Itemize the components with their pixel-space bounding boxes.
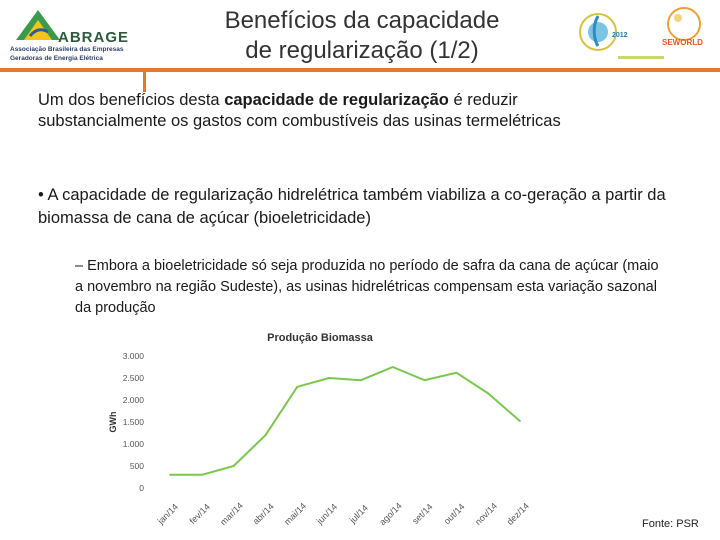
page-title: Benefícios da capacidade de regularizaçã… (182, 6, 542, 66)
logo-name: ABRAGE (58, 29, 130, 46)
data-point (169, 474, 171, 476)
x-tick-label: jan/14 (155, 502, 180, 527)
header-accent-bar (143, 72, 146, 92)
y-tick-label: 0 (139, 483, 144, 493)
y-tick-label: 1.500 (123, 417, 145, 427)
x-tick-label: dez/14 (505, 501, 531, 527)
logo-subtitle-line1: Associação Brasileira das Empresas (10, 46, 124, 53)
data-point (519, 420, 521, 422)
abrage-logo-mark (16, 10, 60, 40)
data-point (201, 474, 203, 476)
y-tick-label: 500 (130, 461, 144, 471)
y-tick-label: 2.500 (123, 373, 145, 383)
x-tick-label: ago/14 (377, 501, 404, 528)
x-tick-label: jun/14 (314, 502, 339, 527)
p1-text-end: é reduzir substancialmente os gastos com… (38, 91, 561, 130)
p1-bold: capacidade de regularização (224, 91, 449, 109)
data-point (296, 386, 299, 388)
y-axis-label: GWh (108, 412, 118, 433)
data-point (423, 379, 426, 381)
y-tick-label: 2.000 (123, 395, 145, 405)
x-tick-label: set/14 (410, 502, 434, 526)
data-point (264, 434, 267, 436)
paragraph-fuel-savings: Um dos benefícios desta capacidade de re… (38, 90, 598, 132)
x-tick-label: mai/14 (282, 501, 308, 527)
x-tick-label: nov/14 (473, 501, 499, 527)
x-tick-label: fev/14 (187, 502, 211, 526)
data-point (487, 392, 489, 395)
series-line (170, 366, 521, 476)
logo-subtitle-line2: Geradoras de Energia Elétrica (10, 55, 103, 62)
title-line2: de regularização (1/2) (245, 37, 479, 64)
y-tick-label: 1.000 (123, 439, 145, 449)
data-point (232, 465, 235, 467)
subbullet-seasonal: – Embora a bioeletricidade só seja produ… (75, 258, 659, 316)
seworld-year: 2012 (612, 32, 628, 39)
x-tick-label: mar/14 (218, 500, 245, 527)
x-tick-label: out/14 (442, 501, 467, 526)
seworld-logo-mark (579, 7, 701, 59)
header-divider (0, 68, 720, 72)
data-point (391, 366, 394, 368)
seworld-logo: SEWORLD 2012 (572, 2, 717, 66)
y-tick-label: 3.000 (123, 351, 145, 361)
p1-text-start: Um dos benefícios desta (38, 91, 225, 109)
x-tick-label: jul/14 (347, 503, 370, 526)
x-tick-label: abr/14 (251, 501, 276, 526)
title-line1: Benefícios da capacidade (224, 7, 500, 34)
data-point (455, 371, 458, 374)
bullet-cogeneration: • A capacidade de regularização hidrelét… (38, 186, 666, 227)
chart-title: Produção Biomassa (267, 332, 374, 344)
seworld-name: SEWORLD (662, 38, 703, 47)
biomass-production-chart: Produção Biomassa GWh 0 500 1.000 1.500 2.000 2… (108, 332, 531, 528)
data-point (360, 379, 362, 381)
source-note: Fonte: PSR (642, 518, 699, 530)
abrage-logo: ABRAGE Associação Brasileira das Empresa… (8, 6, 148, 68)
data-point (328, 377, 330, 379)
